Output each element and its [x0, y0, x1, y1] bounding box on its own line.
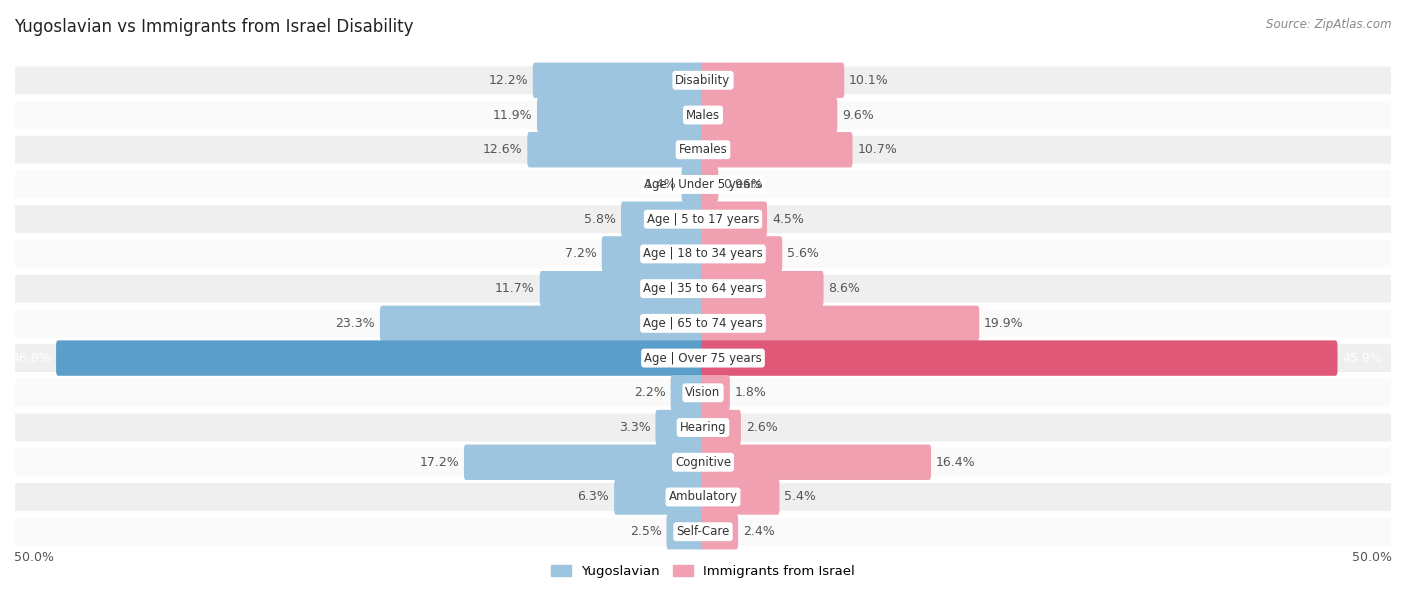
FancyBboxPatch shape — [702, 340, 1337, 376]
FancyBboxPatch shape — [702, 62, 844, 98]
Legend: Yugoslavian, Immigrants from Israel: Yugoslavian, Immigrants from Israel — [546, 559, 860, 583]
Text: Cognitive: Cognitive — [675, 456, 731, 469]
FancyBboxPatch shape — [14, 482, 1392, 512]
Text: 23.3%: 23.3% — [336, 317, 375, 330]
FancyBboxPatch shape — [702, 166, 718, 202]
Text: 16.4%: 16.4% — [936, 456, 976, 469]
Text: 9.6%: 9.6% — [842, 108, 875, 122]
Text: Age | 18 to 34 years: Age | 18 to 34 years — [643, 247, 763, 261]
Text: 7.2%: 7.2% — [565, 247, 598, 261]
FancyBboxPatch shape — [464, 444, 704, 480]
Text: 2.6%: 2.6% — [745, 421, 778, 434]
FancyBboxPatch shape — [702, 375, 730, 411]
FancyBboxPatch shape — [380, 305, 704, 341]
FancyBboxPatch shape — [702, 305, 979, 341]
Text: 3.3%: 3.3% — [619, 421, 651, 434]
FancyBboxPatch shape — [540, 271, 704, 307]
FancyBboxPatch shape — [14, 65, 1392, 95]
FancyBboxPatch shape — [14, 135, 1392, 165]
FancyBboxPatch shape — [14, 517, 1392, 547]
Text: 50.0%: 50.0% — [14, 551, 53, 564]
Text: Age | Over 75 years: Age | Over 75 years — [644, 351, 762, 365]
FancyBboxPatch shape — [14, 308, 1392, 338]
Text: Source: ZipAtlas.com: Source: ZipAtlas.com — [1267, 18, 1392, 31]
FancyBboxPatch shape — [702, 479, 779, 515]
FancyBboxPatch shape — [537, 97, 704, 133]
FancyBboxPatch shape — [702, 97, 838, 133]
FancyBboxPatch shape — [702, 236, 782, 272]
FancyBboxPatch shape — [621, 201, 704, 237]
Text: 12.2%: 12.2% — [488, 74, 529, 87]
Text: 8.6%: 8.6% — [828, 282, 860, 295]
Text: 10.7%: 10.7% — [858, 143, 897, 156]
Text: Females: Females — [679, 143, 727, 156]
FancyBboxPatch shape — [14, 239, 1392, 269]
FancyBboxPatch shape — [14, 378, 1392, 408]
Text: Age | Under 5 years: Age | Under 5 years — [644, 178, 762, 191]
Text: 11.9%: 11.9% — [492, 108, 531, 122]
FancyBboxPatch shape — [702, 132, 852, 168]
Text: 1.8%: 1.8% — [735, 386, 766, 399]
Text: 11.7%: 11.7% — [495, 282, 534, 295]
Text: Ambulatory: Ambulatory — [668, 490, 738, 504]
FancyBboxPatch shape — [14, 100, 1392, 130]
FancyBboxPatch shape — [671, 375, 704, 411]
Text: 1.4%: 1.4% — [645, 178, 676, 191]
FancyBboxPatch shape — [14, 274, 1392, 304]
FancyBboxPatch shape — [533, 62, 704, 98]
FancyBboxPatch shape — [655, 410, 704, 446]
Text: Age | 35 to 64 years: Age | 35 to 64 years — [643, 282, 763, 295]
FancyBboxPatch shape — [702, 514, 738, 550]
FancyBboxPatch shape — [14, 343, 1392, 373]
FancyBboxPatch shape — [14, 447, 1392, 477]
Text: 17.2%: 17.2% — [419, 456, 460, 469]
Text: 2.5%: 2.5% — [630, 525, 662, 538]
Text: 6.3%: 6.3% — [578, 490, 609, 504]
FancyBboxPatch shape — [702, 444, 931, 480]
FancyBboxPatch shape — [14, 170, 1392, 200]
FancyBboxPatch shape — [14, 204, 1392, 234]
FancyBboxPatch shape — [614, 479, 704, 515]
FancyBboxPatch shape — [602, 236, 704, 272]
Text: 19.9%: 19.9% — [984, 317, 1024, 330]
FancyBboxPatch shape — [702, 271, 824, 307]
FancyBboxPatch shape — [702, 201, 768, 237]
Text: 45.9%: 45.9% — [1343, 351, 1382, 365]
Text: Yugoslavian vs Immigrants from Israel Disability: Yugoslavian vs Immigrants from Israel Di… — [14, 18, 413, 36]
FancyBboxPatch shape — [56, 340, 704, 376]
FancyBboxPatch shape — [14, 412, 1392, 442]
Text: Males: Males — [686, 108, 720, 122]
Text: 0.96%: 0.96% — [723, 178, 763, 191]
FancyBboxPatch shape — [702, 410, 741, 446]
Text: Age | 65 to 74 years: Age | 65 to 74 years — [643, 317, 763, 330]
Text: Hearing: Hearing — [679, 421, 727, 434]
Text: 5.8%: 5.8% — [585, 213, 616, 226]
Text: 2.2%: 2.2% — [634, 386, 666, 399]
Text: 46.8%: 46.8% — [11, 351, 51, 365]
Text: 10.1%: 10.1% — [849, 74, 889, 87]
Text: 5.4%: 5.4% — [785, 490, 815, 504]
Text: Age | 5 to 17 years: Age | 5 to 17 years — [647, 213, 759, 226]
Text: 50.0%: 50.0% — [1353, 551, 1392, 564]
Text: Self-Care: Self-Care — [676, 525, 730, 538]
FancyBboxPatch shape — [666, 514, 704, 550]
Text: 2.4%: 2.4% — [742, 525, 775, 538]
FancyBboxPatch shape — [527, 132, 704, 168]
Text: 12.6%: 12.6% — [482, 143, 523, 156]
Text: Vision: Vision — [685, 386, 721, 399]
FancyBboxPatch shape — [682, 166, 704, 202]
Text: Disability: Disability — [675, 74, 731, 87]
Text: 5.6%: 5.6% — [787, 247, 818, 261]
Text: 4.5%: 4.5% — [772, 213, 804, 226]
